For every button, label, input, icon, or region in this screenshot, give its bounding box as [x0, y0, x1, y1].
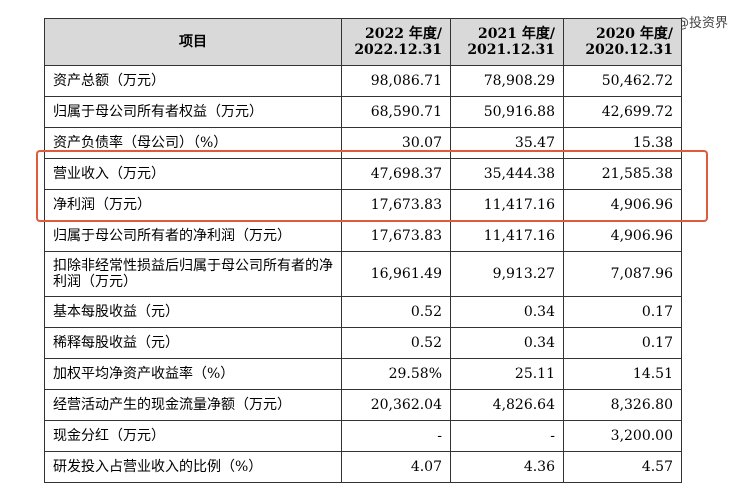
header-2021: 2021 年度/ 2021.12.31	[450, 18, 564, 66]
value-2022: -	[341, 420, 451, 452]
value-2021: 35.47	[450, 127, 564, 159]
row-label: 归属于母公司所有者权益（万元）	[44, 96, 342, 128]
value-2021: 78,908.29	[450, 65, 564, 97]
value-2020: 3,200.00	[563, 420, 682, 452]
value-2021: -	[450, 420, 564, 452]
value-2022: 16,961.49	[341, 251, 451, 297]
table-row: 资产总额（万元） 98,086.71 78,908.29 50,462.72	[44, 65, 682, 97]
value-2021: 35,444.38	[450, 158, 564, 190]
value-2022: 0.52	[341, 296, 451, 328]
row-label: 营业收入（万元）	[44, 158, 342, 190]
row-label: 归属于母公司所有者的净利润（万元）	[44, 220, 342, 252]
value-2022: 4.07	[341, 451, 451, 483]
value-2020: 0.17	[563, 327, 682, 359]
value-2020: 4,906.96	[563, 189, 682, 221]
row-label: 经营活动产生的现金流量净额（万元）	[44, 389, 342, 421]
table-row-highlighted: 净利润（万元） 17,673.83 11,417.16 4,906.96	[44, 189, 682, 221]
table-row: 经营活动产生的现金流量净额（万元） 20,362.04 4,826.64 8,3…	[44, 389, 682, 421]
financial-table: 项目 2022 年度/ 2022.12.31 2021 年度/ 2021.12.…	[44, 18, 682, 483]
header-2022: 2022 年度/ 2022.12.31	[341, 18, 451, 66]
table-row: 归属于母公司所有者权益（万元） 68,590.71 50,916.88 42,6…	[44, 96, 682, 128]
watermark: @投资界	[675, 16, 728, 31]
value-2022: 20,362.04	[341, 389, 451, 421]
value-2022: 0.52	[341, 327, 451, 359]
value-2020: 42,699.72	[563, 96, 682, 128]
row-label: 稀释每股收益（元）	[44, 327, 342, 359]
value-2021: 9,913.27	[450, 251, 564, 297]
value-2020: 7,087.96	[563, 251, 682, 297]
value-2021: 4.36	[450, 451, 564, 483]
value-2022: 17,673.83	[341, 220, 451, 252]
row-label: 扣除非经常性损益后归属于母公司所有者的净利润（万元）	[44, 251, 342, 297]
value-2022: 30.07	[341, 127, 451, 159]
row-label: 基本每股收益（元）	[44, 296, 342, 328]
row-label: 净利润（万元）	[44, 189, 342, 221]
value-2021: 50,916.88	[450, 96, 564, 128]
header-2020: 2020 年度/ 2020.12.31	[563, 18, 682, 66]
table-row: 资产负债率（母公司）（%） 30.07 35.47 15.38	[44, 127, 682, 159]
value-2021: 25.11	[450, 358, 564, 390]
value-2020: 14.51	[563, 358, 682, 390]
row-label: 加权平均净资产收益率（%）	[44, 358, 342, 390]
row-label: 资产负债率（母公司）（%）	[44, 127, 342, 159]
value-2020: 4,906.96	[563, 220, 682, 252]
value-2020: 4.57	[563, 451, 682, 483]
table-row: 稀释每股收益（元） 0.52 0.34 0.17	[44, 327, 682, 359]
table-row: 加权平均净资产收益率（%） 29.58% 25.11 14.51	[44, 358, 682, 390]
value-2021: 0.34	[450, 327, 564, 359]
value-2022: 98,086.71	[341, 65, 451, 97]
value-2022: 68,590.71	[341, 96, 451, 128]
value-2021: 0.34	[450, 296, 564, 328]
table-header-row: 项目 2022 年度/ 2022.12.31 2021 年度/ 2021.12.…	[44, 18, 682, 66]
value-2020: 50,462.72	[563, 65, 682, 97]
value-2020: 15.38	[563, 127, 682, 159]
table-row: 研发投入占营业收入的比例（%） 4.07 4.36 4.57	[44, 451, 682, 483]
table-row: 基本每股收益（元） 0.52 0.34 0.17	[44, 296, 682, 328]
header-item: 项目	[44, 18, 342, 66]
value-2020: 0.17	[563, 296, 682, 328]
value-2022: 17,673.83	[341, 189, 451, 221]
table-row: 现金分红（万元） - - 3,200.00	[44, 420, 682, 452]
value-2022: 29.58%	[341, 358, 451, 390]
table-row: 扣除非经常性损益后归属于母公司所有者的净利润（万元） 16,961.49 9,9…	[44, 251, 682, 297]
row-label: 资产总额（万元）	[44, 65, 342, 97]
value-2020: 8,326.80	[563, 389, 682, 421]
row-label: 现金分红（万元）	[44, 420, 342, 452]
value-2021: 11,417.16	[450, 220, 564, 252]
value-2020: 21,585.38	[563, 158, 682, 190]
table-row-highlighted: 营业收入（万元） 47,698.37 35,444.38 21,585.38	[44, 158, 682, 190]
value-2022: 47,698.37	[341, 158, 451, 190]
value-2021: 4,826.64	[450, 389, 564, 421]
row-label: 研发投入占营业收入的比例（%）	[44, 451, 342, 483]
value-2021: 11,417.16	[450, 189, 564, 221]
table-row: 归属于母公司所有者的净利润（万元） 17,673.83 11,417.16 4,…	[44, 220, 682, 252]
